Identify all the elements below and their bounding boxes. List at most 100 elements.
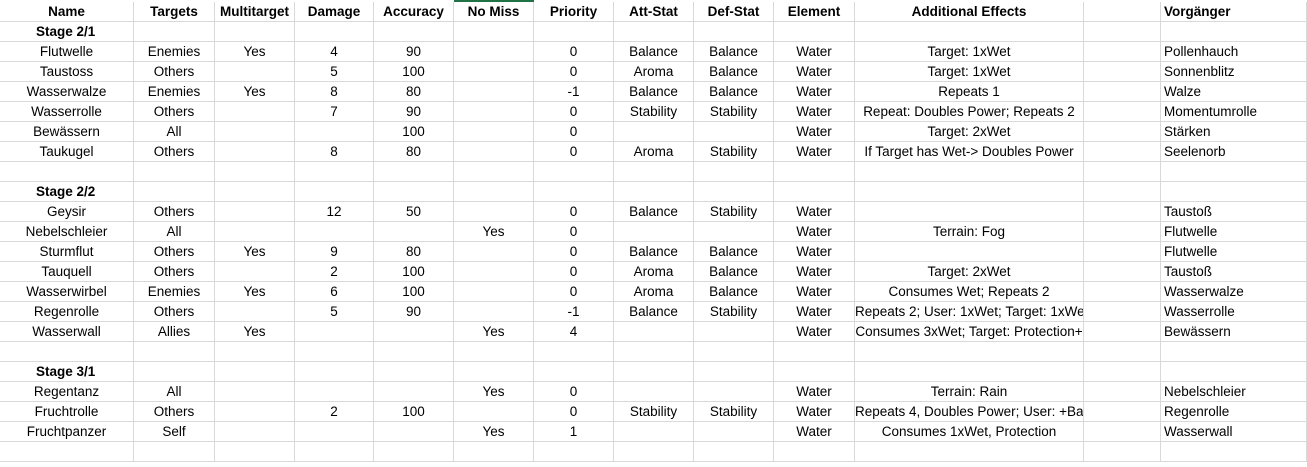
cell[interactable]: Self — [134, 422, 215, 442]
cell[interactable] — [774, 22, 855, 42]
cell[interactable] — [134, 342, 215, 362]
column-header[interactable]: Def-Stat — [694, 2, 774, 22]
cell[interactable]: Enemies — [134, 82, 215, 102]
cell[interactable] — [134, 22, 215, 42]
cell[interactable]: Wasserrolle — [0, 102, 134, 122]
cell[interactable] — [1084, 442, 1161, 462]
cell[interactable] — [374, 442, 454, 462]
cell[interactable]: Wasserrolle — [1161, 302, 1307, 322]
cell[interactable] — [454, 182, 534, 202]
cell[interactable]: All — [134, 122, 215, 142]
cell[interactable] — [454, 282, 534, 302]
cell[interactable] — [614, 322, 694, 342]
cell[interactable] — [215, 22, 295, 42]
cell[interactable] — [1161, 442, 1307, 462]
cell[interactable] — [454, 102, 534, 122]
cell[interactable] — [694, 182, 774, 202]
cell[interactable] — [454, 302, 534, 322]
cell[interactable]: Repeats 1 — [855, 82, 1084, 102]
cell[interactable]: Aroma — [614, 62, 694, 82]
cell[interactable] — [1084, 242, 1161, 262]
cell[interactable]: 100 — [374, 122, 454, 142]
section-label[interactable]: Stage 3/1 — [0, 362, 134, 382]
cell[interactable]: Water — [774, 122, 855, 142]
cell[interactable] — [855, 202, 1084, 222]
cell[interactable]: 12 — [295, 202, 374, 222]
cell[interactable] — [614, 22, 694, 42]
cell[interactable]: 0 — [534, 402, 614, 422]
column-header[interactable]: Damage — [295, 2, 374, 22]
cell[interactable] — [215, 162, 295, 182]
cell[interactable]: 9 — [295, 242, 374, 262]
cell[interactable]: Yes — [454, 382, 534, 402]
cell[interactable] — [614, 122, 694, 142]
cell[interactable]: Enemies — [134, 42, 215, 62]
cell[interactable] — [1084, 382, 1161, 402]
cell[interactable]: Repeats 4, Doubles Power; User: +Balance… — [855, 402, 1084, 422]
cell[interactable]: 80 — [374, 82, 454, 102]
cell[interactable] — [855, 442, 1084, 462]
cell[interactable] — [1084, 82, 1161, 102]
cell[interactable]: 0 — [534, 122, 614, 142]
cell[interactable]: Repeats 2; User: 1xWet; Target: 1xWet — [855, 302, 1084, 322]
column-header[interactable]: Name — [0, 2, 134, 22]
cell[interactable] — [0, 162, 134, 182]
cell[interactable] — [215, 362, 295, 382]
cell[interactable]: Water — [774, 402, 855, 422]
cell[interactable]: 0 — [534, 262, 614, 282]
cell[interactable]: 2 — [295, 402, 374, 422]
cell[interactable]: Water — [774, 242, 855, 262]
cell[interactable]: Stability — [694, 402, 774, 422]
cell[interactable]: -1 — [534, 302, 614, 322]
cell[interactable] — [215, 102, 295, 122]
cell[interactable] — [855, 22, 1084, 42]
cell[interactable]: Taukugel — [0, 142, 134, 162]
cell[interactable] — [1084, 162, 1161, 182]
cell[interactable] — [1084, 182, 1161, 202]
section-label[interactable]: Stage 2/2 — [0, 182, 134, 202]
cell[interactable]: 7 — [295, 102, 374, 122]
cell[interactable] — [694, 162, 774, 182]
column-header[interactable]: Targets — [134, 2, 215, 22]
cell[interactable] — [454, 362, 534, 382]
cell[interactable] — [0, 442, 134, 462]
cell[interactable]: Taustoss — [0, 62, 134, 82]
cell[interactable] — [614, 382, 694, 402]
cell[interactable]: Geysir — [0, 202, 134, 222]
cell[interactable] — [0, 342, 134, 362]
cell[interactable]: Others — [134, 262, 215, 282]
cell[interactable] — [374, 322, 454, 342]
cell[interactable]: 4 — [534, 322, 614, 342]
cell[interactable] — [534, 182, 614, 202]
cell[interactable]: 90 — [374, 42, 454, 62]
cell[interactable] — [374, 182, 454, 202]
cell[interactable]: 2 — [295, 262, 374, 282]
cell[interactable]: 50 — [374, 202, 454, 222]
cell[interactable]: Others — [134, 102, 215, 122]
cell[interactable]: Water — [774, 302, 855, 322]
cell[interactable] — [614, 162, 694, 182]
cell[interactable] — [534, 22, 614, 42]
cell[interactable] — [134, 182, 215, 202]
cell[interactable] — [215, 302, 295, 322]
cell[interactable] — [694, 362, 774, 382]
cell[interactable] — [215, 442, 295, 462]
cell[interactable]: Pollenhauch — [1161, 42, 1307, 62]
cell[interactable]: 100 — [374, 262, 454, 282]
cell[interactable]: Flutwelle — [1161, 222, 1307, 242]
cell[interactable]: Water — [774, 422, 855, 442]
cell[interactable] — [614, 362, 694, 382]
cell[interactable]: 90 — [374, 302, 454, 322]
cell[interactable]: 0 — [534, 222, 614, 242]
cell[interactable]: Water — [774, 82, 855, 102]
cell[interactable] — [1161, 162, 1307, 182]
cell[interactable]: Terrain: Fog — [855, 222, 1084, 242]
cell[interactable] — [855, 182, 1084, 202]
cell[interactable]: 80 — [374, 142, 454, 162]
cell[interactable] — [774, 442, 855, 462]
cell[interactable] — [694, 442, 774, 462]
cell[interactable]: 100 — [374, 62, 454, 82]
cell[interactable]: Balance — [694, 282, 774, 302]
cell[interactable] — [1084, 402, 1161, 422]
cell[interactable] — [1084, 342, 1161, 362]
